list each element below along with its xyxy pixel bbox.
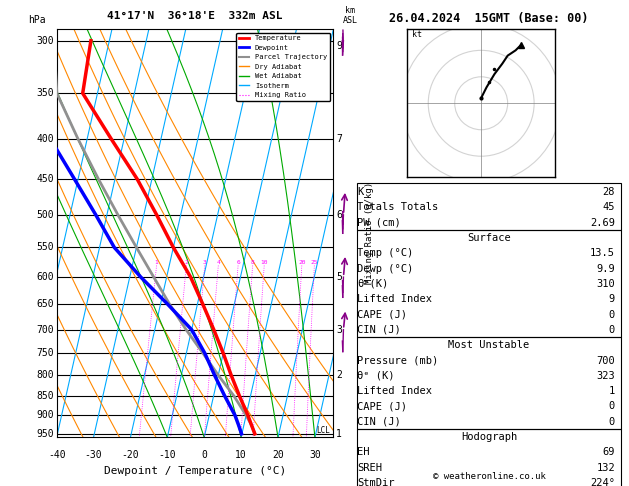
Text: K: K <box>357 187 364 197</box>
Text: 69: 69 <box>603 447 615 457</box>
Text: 4: 4 <box>216 260 220 264</box>
Text: 30: 30 <box>309 450 321 460</box>
Text: 1: 1 <box>155 260 159 264</box>
Text: 20: 20 <box>272 450 284 460</box>
Text: 0: 0 <box>609 417 615 427</box>
Text: CIN (J): CIN (J) <box>357 417 401 427</box>
Text: 13.5: 13.5 <box>590 248 615 259</box>
Text: 10: 10 <box>260 260 268 264</box>
Text: 1: 1 <box>609 386 615 396</box>
Text: 1: 1 <box>336 429 342 439</box>
Text: Hodograph: Hodograph <box>461 432 517 442</box>
Text: 2: 2 <box>336 370 342 380</box>
Text: Lifted Index: Lifted Index <box>357 386 433 396</box>
Text: Temp (°C): Temp (°C) <box>357 248 414 259</box>
Text: 28: 28 <box>603 187 615 197</box>
Text: 25: 25 <box>311 260 318 264</box>
Text: PW (cm): PW (cm) <box>357 218 401 228</box>
Text: -30: -30 <box>85 450 103 460</box>
Text: θᵉ(K): θᵉ(K) <box>357 279 389 289</box>
Text: 450: 450 <box>36 174 54 184</box>
Text: 310: 310 <box>596 279 615 289</box>
Text: CIN (J): CIN (J) <box>357 325 401 335</box>
Text: 650: 650 <box>36 299 54 310</box>
Text: -20: -20 <box>121 450 139 460</box>
Text: 323: 323 <box>596 371 615 381</box>
Text: CAPE (J): CAPE (J) <box>357 310 408 320</box>
Text: 500: 500 <box>36 210 54 220</box>
Text: EH: EH <box>357 447 370 457</box>
Text: 6: 6 <box>237 260 240 264</box>
Text: 3: 3 <box>203 260 207 264</box>
Text: hPa: hPa <box>28 15 46 25</box>
Text: Most Unstable: Most Unstable <box>448 340 530 350</box>
Text: 224°: 224° <box>590 478 615 486</box>
Legend: Temperature, Dewpoint, Parcel Trajectory, Dry Adiabat, Wet Adiabat, Isotherm, Mi: Temperature, Dewpoint, Parcel Trajectory… <box>236 33 330 101</box>
Text: Totals Totals: Totals Totals <box>357 203 439 212</box>
Text: km
ASL: km ASL <box>342 6 357 25</box>
Text: 850: 850 <box>36 391 54 401</box>
Text: 0: 0 <box>609 325 615 335</box>
Text: -40: -40 <box>48 450 65 460</box>
Text: Surface: Surface <box>467 233 511 243</box>
Text: θᵉ (K): θᵉ (K) <box>357 371 395 381</box>
Text: 700: 700 <box>596 355 615 365</box>
Text: CAPE (J): CAPE (J) <box>357 401 408 412</box>
Text: 20: 20 <box>298 260 306 264</box>
Text: 0: 0 <box>201 450 207 460</box>
Text: 26.04.2024  15GMT (Base: 00): 26.04.2024 15GMT (Base: 00) <box>389 12 589 25</box>
Text: 0: 0 <box>609 310 615 320</box>
Text: 900: 900 <box>36 410 54 420</box>
Text: 0: 0 <box>609 401 615 412</box>
Text: kt: kt <box>413 30 422 39</box>
Text: 800: 800 <box>36 370 54 380</box>
Text: 9: 9 <box>609 294 615 304</box>
Text: 10: 10 <box>235 450 247 460</box>
Text: 700: 700 <box>36 325 54 335</box>
Text: 9: 9 <box>336 41 342 52</box>
Text: 350: 350 <box>36 88 54 98</box>
Text: © weatheronline.co.uk: © weatheronline.co.uk <box>433 472 545 481</box>
Text: 750: 750 <box>36 348 54 358</box>
Text: Dewp (°C): Dewp (°C) <box>357 263 414 274</box>
Text: LCL: LCL <box>317 426 331 435</box>
Text: 300: 300 <box>36 36 54 46</box>
Text: StmDir: StmDir <box>357 478 395 486</box>
Text: 600: 600 <box>36 272 54 282</box>
Text: Pressure (mb): Pressure (mb) <box>357 355 439 365</box>
Text: 8: 8 <box>251 260 255 264</box>
Text: 41°17'N  36°18'E  332m ASL: 41°17'N 36°18'E 332m ASL <box>107 11 283 21</box>
Text: Mixing Ratio (g/kg): Mixing Ratio (g/kg) <box>365 182 374 284</box>
Text: 45: 45 <box>603 203 615 212</box>
Text: -10: -10 <box>159 450 176 460</box>
Text: 5: 5 <box>336 272 342 282</box>
Text: 400: 400 <box>36 134 54 144</box>
Text: 2: 2 <box>184 260 188 264</box>
Text: 7: 7 <box>336 134 342 144</box>
Text: 9.9: 9.9 <box>596 263 615 274</box>
Text: 2.69: 2.69 <box>590 218 615 228</box>
Text: 6: 6 <box>336 210 342 220</box>
Text: Lifted Index: Lifted Index <box>357 294 433 304</box>
Text: Dewpoint / Temperature (°C): Dewpoint / Temperature (°C) <box>104 466 286 476</box>
Text: 3: 3 <box>336 325 342 335</box>
Text: 950: 950 <box>36 429 54 439</box>
Text: SREH: SREH <box>357 463 382 473</box>
Text: 550: 550 <box>36 243 54 252</box>
Text: 132: 132 <box>596 463 615 473</box>
